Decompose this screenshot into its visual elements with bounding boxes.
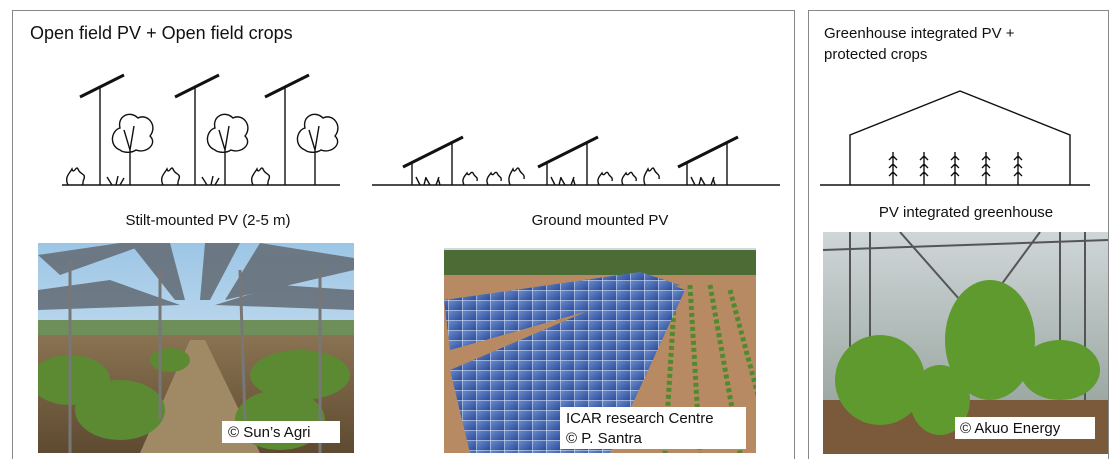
panel-title: Open field PV + Open field crops: [30, 23, 293, 43]
photo-greenhouse: © Akuo Energy: [823, 232, 1108, 454]
system-label: PV integrated greenhouse: [879, 204, 1053, 221]
greenhouse-drawing: [820, 90, 1090, 186]
photo-credit: © P. Santra: [566, 430, 642, 447]
panel-border: [808, 10, 1109, 459]
ground-drawing: [372, 135, 780, 186]
system-label: Stilt-mounted PV (2-5 m): [125, 212, 290, 229]
system-label: Ground mounted PV: [532, 212, 669, 229]
panel-title: protected crops: [824, 46, 927, 63]
panel-border: [12, 10, 795, 459]
photo-credit: © Akuo Energy: [960, 420, 1061, 437]
photo-ground: ICAR research Centre © P. Santra: [444, 248, 756, 453]
photo-credit: ICAR research Centre: [566, 410, 714, 427]
photo-credit: © Sun’s Agri: [228, 424, 311, 441]
panel-title: Greenhouse integrated PV +: [824, 25, 1015, 42]
photo-stilt: © Sun’s Agri: [38, 243, 354, 453]
stilt-drawing: [62, 73, 340, 186]
